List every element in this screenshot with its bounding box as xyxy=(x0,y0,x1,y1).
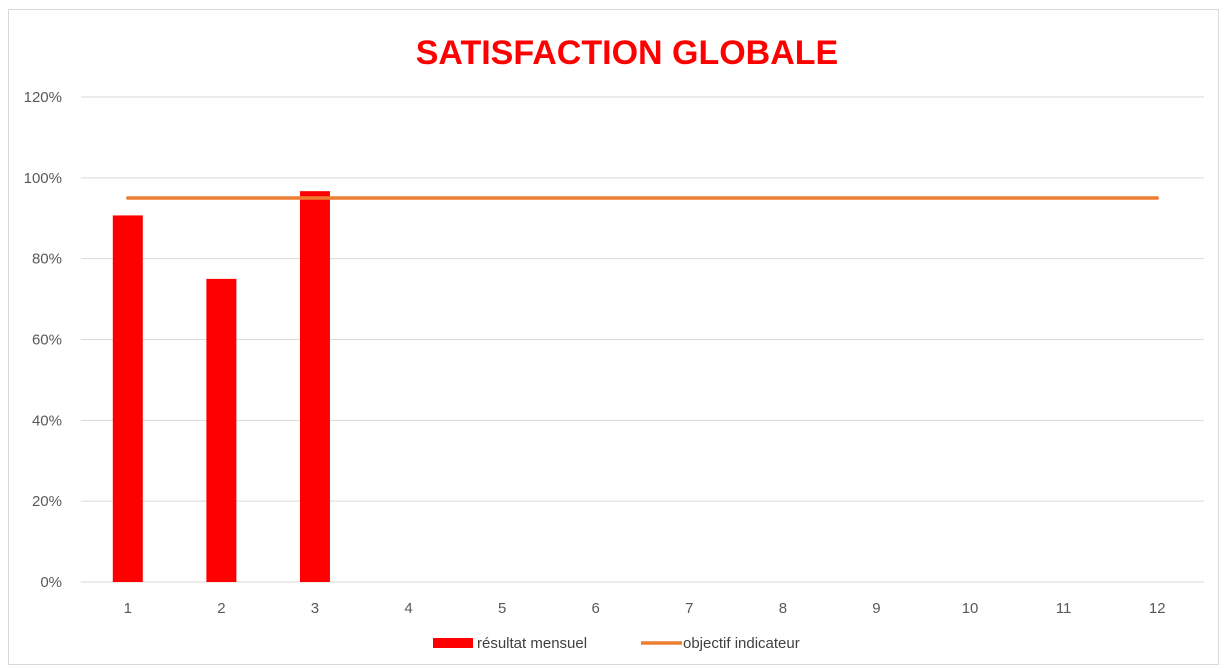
chart-title: SATISFACTION GLOBALE xyxy=(416,34,838,72)
y-tick-label: 120% xyxy=(24,89,62,106)
bar-2 xyxy=(206,278,237,582)
x-tick-label: 4 xyxy=(404,600,412,617)
legend-swatch-bar xyxy=(433,638,473,648)
x-tick-label: 2 xyxy=(217,600,225,617)
x-tick-label: 6 xyxy=(592,600,600,617)
x-tick-label: 7 xyxy=(685,600,693,617)
legend-item-resultat-mensuel: résultat mensuel xyxy=(433,635,587,652)
legend: résultat mensuel objectif indicateur xyxy=(433,635,800,652)
legend-label: résultat mensuel xyxy=(477,635,587,652)
x-tick-label: 10 xyxy=(962,600,979,617)
y-tick-label: 20% xyxy=(32,493,62,510)
chart-svg: SATISFACTION GLOBALE 0% 20% 40% 60% 80% 100% 1… xyxy=(24,34,1204,652)
legend-label: objectif indicateur xyxy=(683,635,800,652)
bar-3 xyxy=(299,191,330,582)
x-tick-label: 12 xyxy=(1149,600,1166,617)
x-tick-label: 1 xyxy=(124,600,132,617)
gridlines xyxy=(81,96,1204,583)
x-tick-label: 5 xyxy=(498,600,506,617)
y-tick-label: 0% xyxy=(40,574,62,591)
bar-1 xyxy=(112,215,143,582)
legend-item-objectif-indicateur: objectif indicateur xyxy=(641,635,800,652)
chart-frame: SATISFACTION GLOBALE 0% 20% 40% 60% 80% 100% 1… xyxy=(8,9,1219,665)
y-tick-label: 80% xyxy=(32,251,62,268)
x-tick-label: 9 xyxy=(872,600,880,617)
y-axis-tick-labels: 0% 20% 40% 60% 80% 100% 120% xyxy=(24,89,62,591)
x-tick-label: 11 xyxy=(1056,600,1072,617)
x-axis-tick-labels: 1 2 3 4 5 6 7 8 9 10 11 12 xyxy=(124,600,1166,617)
x-tick-label: 8 xyxy=(779,600,787,617)
x-tick-label: 3 xyxy=(311,600,319,617)
y-tick-label: 60% xyxy=(32,332,62,349)
y-tick-label: 40% xyxy=(32,412,62,429)
bar-series xyxy=(112,191,330,582)
y-tick-label: 100% xyxy=(24,170,62,187)
